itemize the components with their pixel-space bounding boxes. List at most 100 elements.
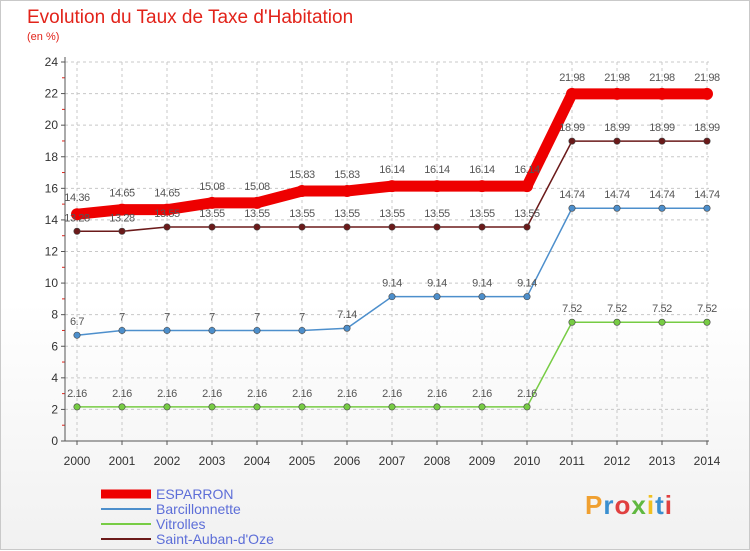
y-tick-label: 2 — [51, 402, 58, 416]
data-point — [386, 180, 398, 193]
data-point — [388, 223, 396, 231]
data-label: 14.74 — [559, 189, 585, 201]
data-label: 7 — [164, 311, 170, 323]
data-point — [703, 137, 711, 145]
data-label: 7 — [299, 311, 305, 323]
data-label: 7.14 — [337, 309, 357, 321]
legend-label: Barcillonnette — [156, 501, 241, 517]
data-label: 6.7 — [70, 316, 84, 328]
data-point — [478, 293, 486, 301]
data-label: 2.16 — [427, 388, 447, 400]
y-tick-label: 10 — [45, 276, 59, 290]
data-point — [658, 204, 666, 212]
data-point — [658, 318, 666, 326]
data-point — [73, 227, 81, 235]
data-point — [341, 185, 353, 198]
data-label: 15.08 — [244, 181, 270, 193]
data-point — [523, 293, 531, 301]
data-label: 7.52 — [652, 303, 672, 315]
legend: ESPARRONBarcillonnetteVitrollesSaint-Aub… — [101, 486, 274, 547]
data-label: 14.36 — [64, 192, 90, 204]
data-label: 21.98 — [694, 72, 720, 84]
data-label: 18.99 — [649, 122, 675, 134]
data-point — [118, 326, 126, 334]
data-point — [388, 403, 396, 411]
data-label: 21.98 — [604, 72, 630, 84]
chart-title: Evolution du Taux de Taxe d'Habitation — [27, 7, 354, 28]
data-label: 9.14 — [472, 278, 492, 290]
x-tick-label: 2009 — [469, 454, 496, 468]
data-label: 2.16 — [292, 388, 312, 400]
data-label: 2.16 — [517, 388, 537, 400]
data-point — [118, 227, 126, 235]
x-tick-label: 2014 — [694, 454, 721, 468]
data-label: 7.52 — [607, 303, 627, 315]
data-labels: 13.28 13.28 13.55 13.55 13.55 13.55 13.55 13.55… — [64, 72, 720, 400]
data-label: 9.14 — [427, 278, 447, 290]
data-point — [116, 203, 128, 216]
data-label: 2.16 — [337, 388, 357, 400]
chart-unit-label: (en %) — [27, 31, 60, 43]
y-tick-label: 22 — [45, 87, 59, 101]
data-label: 21.98 — [649, 72, 675, 84]
data-point — [478, 403, 486, 411]
data-label: 15.83 — [334, 169, 360, 181]
data-label: 14.74 — [694, 189, 720, 201]
x-tick-label: 2003 — [199, 454, 226, 468]
legend-label: ESPARRON — [156, 486, 234, 502]
data-label: 16.14 — [514, 164, 540, 176]
data-label: 13.55 — [289, 208, 315, 220]
y-tick-label: 24 — [45, 55, 59, 69]
data-point — [208, 326, 216, 334]
data-point — [73, 403, 81, 411]
data-label: 13.55 — [514, 208, 540, 220]
data-point — [71, 208, 83, 221]
data-label: 15.83 — [289, 169, 315, 181]
data-point — [251, 196, 263, 209]
legend-label: Vitrolles — [156, 516, 206, 532]
y-tick-label: 6 — [51, 339, 58, 353]
data-point — [613, 318, 621, 326]
y-tick-label: 8 — [51, 308, 58, 322]
y-tick-label: 14 — [45, 213, 59, 227]
data-point — [298, 223, 306, 231]
x-tick-label: 2007 — [379, 454, 406, 468]
x-tick-label: 2005 — [289, 454, 316, 468]
x-tick-label: 2012 — [604, 454, 631, 468]
data-point — [161, 203, 173, 216]
legend-label: Saint-Auban-d'Oze — [156, 531, 274, 547]
data-label: 14.74 — [604, 189, 630, 201]
data-label: 7 — [209, 311, 215, 323]
data-point — [656, 87, 668, 100]
data-point — [73, 331, 81, 339]
x-tick-label: 2011 — [559, 454, 585, 468]
data-point — [343, 324, 351, 332]
data-label: 2.16 — [67, 388, 87, 400]
x-tick-label: 2004 — [244, 454, 271, 468]
data-point — [298, 403, 306, 411]
data-label: 7 — [254, 311, 260, 323]
x-tick-label: 2002 — [154, 454, 181, 468]
data-label: 2.16 — [247, 388, 267, 400]
data-label: 13.55 — [469, 208, 495, 220]
data-point — [163, 326, 171, 334]
data-point — [163, 223, 171, 231]
y-tick-label: 4 — [51, 371, 58, 385]
data-label: 14.65 — [154, 188, 180, 200]
data-label: 13.28 — [109, 212, 135, 224]
y-tick-label: 12 — [45, 245, 59, 259]
data-label: 2.16 — [157, 388, 177, 400]
y-tick-label: 20 — [45, 118, 59, 132]
data-label: 2.16 — [112, 388, 132, 400]
data-label: 15.08 — [199, 181, 225, 193]
data-label: 9.14 — [517, 278, 537, 290]
data-label: 18.99 — [604, 122, 630, 134]
data-label: 9.14 — [382, 278, 402, 290]
data-label: 2.16 — [382, 388, 402, 400]
data-point — [476, 180, 488, 193]
x-tick-labels: 2000 2001 2002 2003 2004 2005 2006 2007 2008 2009… — [64, 454, 721, 468]
proxiti-logo: Proxiti — [585, 490, 673, 520]
data-label: 7 — [119, 311, 125, 323]
